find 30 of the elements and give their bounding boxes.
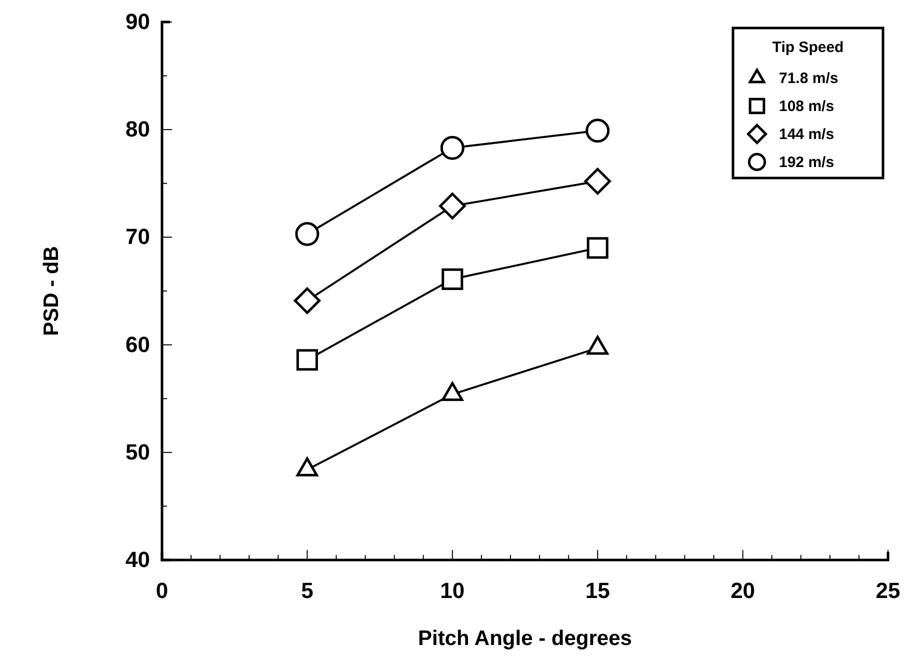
x-tick-label: 15 — [585, 578, 610, 604]
legend-label: 71.8 m/s — [779, 70, 838, 87]
legend-label: 144 m/s — [779, 126, 834, 143]
point — [586, 336, 608, 355]
point — [442, 382, 464, 402]
y-tick-label: 50 — [126, 439, 150, 464]
x-tick-label: 5 — [301, 578, 314, 604]
legend-label: 192 m/s — [779, 154, 834, 171]
y-axis-title: PSD - dB — [40, 246, 63, 336]
x-tick-label: 10 — [440, 578, 465, 604]
point — [586, 118, 610, 143]
point — [296, 457, 318, 476]
point — [586, 237, 608, 259]
x-tick-label: 0 — [156, 578, 168, 604]
x-axis-title: Pitch Angle - degrees — [418, 627, 632, 650]
y-tick-label: 60 — [126, 332, 150, 357]
point — [584, 168, 611, 195]
legend-title: Tip Speed — [772, 39, 844, 56]
y-tick-label: 70 — [126, 224, 150, 250]
point — [295, 222, 320, 246]
point — [439, 192, 466, 220]
legend-label: 108 m/s — [779, 98, 834, 115]
point — [440, 136, 464, 160]
x-tick-label: 20 — [730, 578, 756, 604]
y-tick-label: 40 — [126, 547, 150, 572]
y-tick-label: 80 — [126, 116, 150, 142]
point — [442, 268, 464, 290]
x-tick-label: 25 — [876, 578, 900, 604]
point — [294, 287, 321, 314]
y-tick-label: 90 — [126, 9, 150, 34]
